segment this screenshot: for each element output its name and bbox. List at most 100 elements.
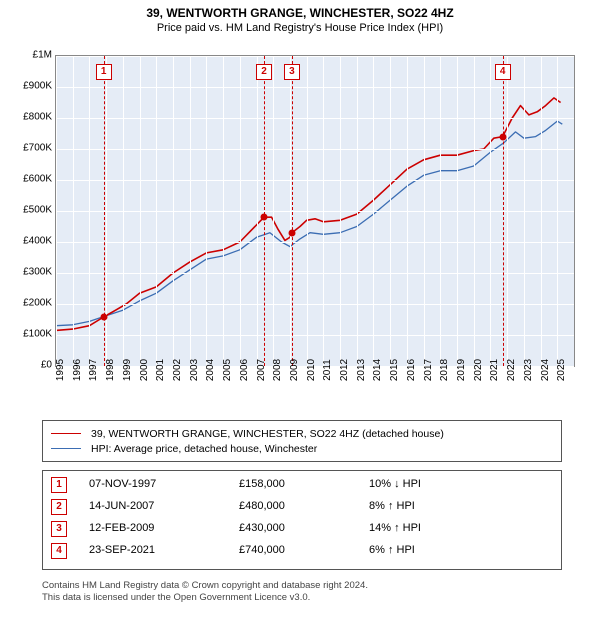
x-axis-label: 2000	[139, 359, 150, 381]
y-axis-label: £800K	[2, 112, 52, 123]
sales-row-price: £480,000	[239, 500, 369, 512]
sales-table: 1 07-NOV-1997£158,00010% ↓ HPI 214-JUN-200…	[42, 470, 562, 570]
y-axis-label: £700K	[2, 143, 52, 154]
x-axis-label: 2016	[406, 359, 417, 381]
gridline-h	[56, 87, 574, 88]
gridline-h	[56, 56, 574, 57]
sales-row-number: 1	[51, 477, 67, 493]
x-axis-label: 2009	[289, 359, 300, 381]
x-axis-label: 2001	[155, 359, 166, 381]
legend-swatch-hpi	[51, 448, 81, 449]
x-axis-label: 2007	[256, 359, 267, 381]
legend-item-hpi: HPI: Average price, detached house, Winc…	[51, 441, 553, 456]
gridline-v	[106, 56, 107, 366]
x-axis-label: 2004	[205, 359, 216, 381]
chart-title: 39, WENTWORTH GRANGE, WINCHESTER, SO22 4…	[0, 6, 600, 20]
sales-row-diff: 6% ↑ HPI	[369, 544, 415, 556]
gridline-v	[307, 56, 308, 366]
sales-row: 312-FEB-2009£430,00014% ↑ HPI	[51, 521, 553, 543]
gridline-v	[507, 56, 508, 366]
gridline-v	[140, 56, 141, 366]
x-axis-label: 1996	[72, 359, 83, 381]
sales-row: 1 07-NOV-1997£158,00010% ↓ HPI	[51, 477, 553, 499]
y-axis-label: £100K	[2, 329, 52, 340]
subject-line	[56, 98, 561, 331]
y-axis-label: £500K	[2, 205, 52, 216]
sales-row-number: 2	[51, 499, 67, 515]
sales-row-price: £158,000	[239, 478, 369, 490]
gridline-v	[89, 56, 90, 366]
y-axis-label: £0	[2, 360, 52, 371]
gridline-h	[56, 273, 574, 274]
sales-row-price: £740,000	[239, 544, 369, 556]
y-axis-label: £900K	[2, 81, 52, 92]
legend-label-subject: 39, WENTWORTH GRANGE, WINCHESTER, SO22 4…	[91, 428, 444, 440]
gridline-v	[457, 56, 458, 366]
x-axis-label: 2011	[322, 359, 333, 381]
gridline-v	[407, 56, 408, 366]
x-axis-label: 2008	[272, 359, 283, 381]
gridline-h	[56, 335, 574, 336]
sale-marker-line	[292, 56, 293, 366]
y-axis-label: £1M	[2, 50, 52, 61]
gridline-v	[273, 56, 274, 366]
sale-marker-line	[503, 56, 504, 366]
gridline-h	[56, 242, 574, 243]
y-axis-label: £400K	[2, 236, 52, 247]
sale-marker-number: 2	[256, 64, 272, 80]
y-axis-label: £600K	[2, 174, 52, 185]
x-axis-label: 1999	[122, 359, 133, 381]
gridline-v	[173, 56, 174, 366]
sales-row-price: £430,000	[239, 522, 369, 534]
gridline-v	[490, 56, 491, 366]
sales-row: 423-SEP-2021£740,0006% ↑ HPI	[51, 543, 553, 565]
sales-row-diff: 10% ↓ HPI	[369, 478, 421, 490]
x-axis-label: 1998	[105, 359, 116, 381]
gridline-v	[323, 56, 324, 366]
x-axis-label: 1997	[88, 359, 99, 381]
gridline-h	[56, 149, 574, 150]
gridline-v	[156, 56, 157, 366]
gridline-h	[56, 118, 574, 119]
sales-row-date: 12-FEB-2009	[89, 522, 239, 534]
x-axis-label: 2018	[439, 359, 450, 381]
x-axis-label: 2025	[556, 359, 567, 381]
gridline-v	[56, 56, 57, 366]
x-axis-label: 2020	[473, 359, 484, 381]
gridline-v	[190, 56, 191, 366]
gridline-h	[56, 304, 574, 305]
x-axis-label: 2023	[523, 359, 534, 381]
sale-point-marker	[261, 214, 268, 221]
sales-row-date: 07-NOV-1997	[89, 478, 239, 490]
legend-box: 39, WENTWORTH GRANGE, WINCHESTER, SO22 4…	[42, 420, 562, 462]
attribution-line1: Contains HM Land Registry data © Crown c…	[42, 580, 562, 592]
x-axis-label: 2015	[389, 359, 400, 381]
hpi-line	[56, 121, 562, 326]
gridline-v	[206, 56, 207, 366]
sale-marker-number: 3	[284, 64, 300, 80]
attribution-text: Contains HM Land Registry data © Crown c…	[42, 580, 562, 605]
x-axis-label: 2024	[540, 359, 551, 381]
x-axis-label: 2012	[339, 359, 350, 381]
x-axis-label: 2014	[372, 359, 383, 381]
gridline-h	[56, 180, 574, 181]
gridline-v	[73, 56, 74, 366]
sale-point-marker	[100, 314, 107, 321]
x-axis-label: 2022	[506, 359, 517, 381]
gridline-v	[524, 56, 525, 366]
gridline-v	[541, 56, 542, 366]
gridline-v	[474, 56, 475, 366]
gridline-v	[357, 56, 358, 366]
chart-subtitle: Price paid vs. HM Land Registry's House …	[0, 22, 600, 34]
sales-row-number: 3	[51, 521, 67, 537]
gridline-v	[440, 56, 441, 366]
y-axis-label: £300K	[2, 267, 52, 278]
sales-row: 214-JUN-2007£480,0008% ↑ HPI	[51, 499, 553, 521]
sale-marker-number: 1	[96, 64, 112, 80]
sales-row-diff: 8% ↑ HPI	[369, 500, 415, 512]
gridline-h	[56, 211, 574, 212]
gridline-v	[373, 56, 374, 366]
x-axis-label: 2021	[489, 359, 500, 381]
x-axis-label: 2013	[356, 359, 367, 381]
sale-point-marker	[288, 229, 295, 236]
